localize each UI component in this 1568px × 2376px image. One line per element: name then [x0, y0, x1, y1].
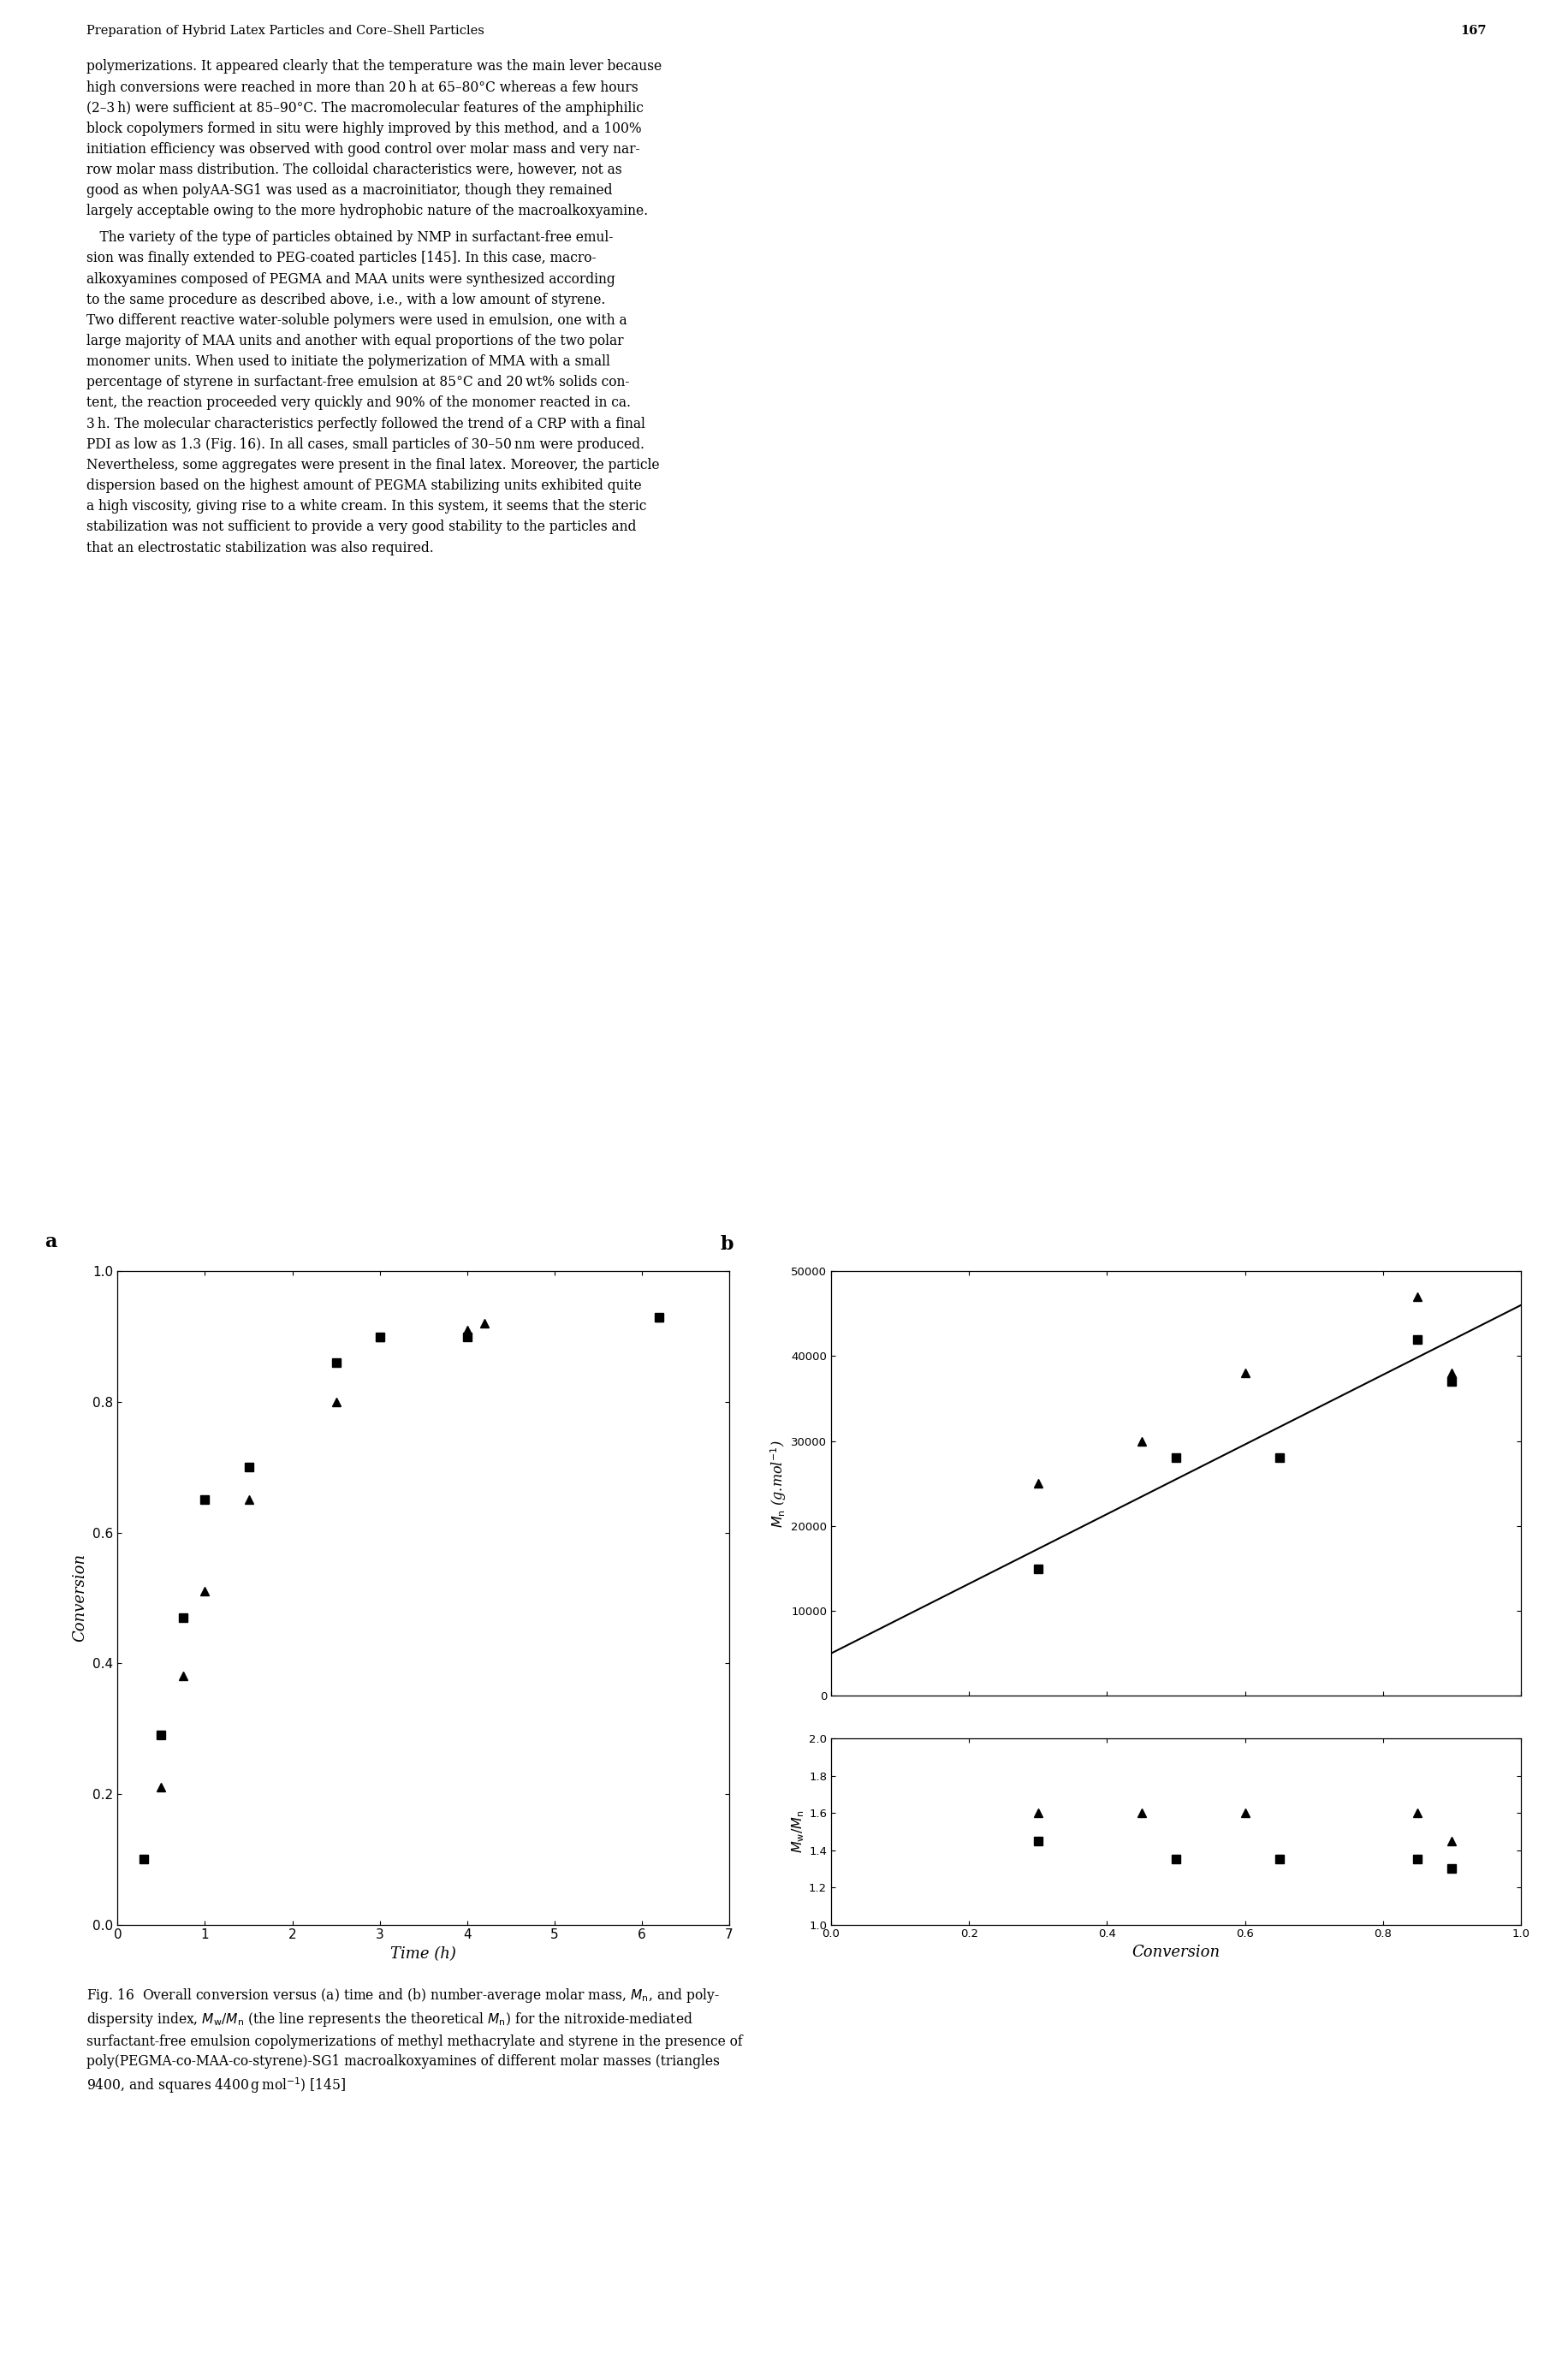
X-axis label: Conversion: Conversion — [1132, 1944, 1220, 1960]
Y-axis label: Conversion: Conversion — [72, 1554, 88, 1642]
Text: The variety of the type of particles obtained by NMP in surfactant-free emul-
si: The variety of the type of particles obt… — [86, 230, 659, 556]
Y-axis label: $M_{\rm n}$ (g.mol$^{-1}$): $M_{\rm n}$ (g.mol$^{-1}$) — [770, 1440, 789, 1528]
Text: Fig. 16  Overall conversion versus (a) time and (b) number-average molar mass, $: Fig. 16 Overall conversion versus (a) ti… — [86, 1986, 742, 2096]
Y-axis label: $M_{\rm w}/M_{\rm n}$: $M_{\rm w}/M_{\rm n}$ — [790, 1811, 806, 1853]
Text: a: a — [44, 1233, 56, 1252]
Text: 167: 167 — [1460, 24, 1486, 38]
Text: polymerizations. It appeared clearly that the temperature was the main lever bec: polymerizations. It appeared clearly tha… — [86, 59, 662, 219]
Text: Preparation of Hybrid Latex Particles and Core–Shell Particles: Preparation of Hybrid Latex Particles an… — [86, 24, 485, 38]
Text: b: b — [721, 1236, 734, 1255]
X-axis label: Time (h): Time (h) — [390, 1946, 456, 1963]
